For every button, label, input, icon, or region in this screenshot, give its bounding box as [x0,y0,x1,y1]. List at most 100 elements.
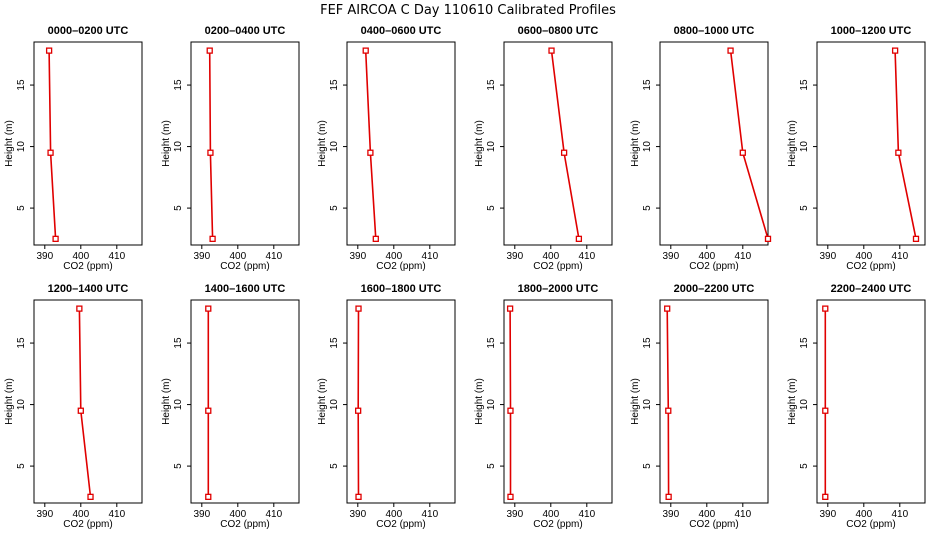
profile-point [507,493,514,500]
y-tick-label: 15 [799,337,810,349]
y-tick-label: 15 [16,79,27,91]
y-tick-label: 15 [642,79,653,91]
profile-point [355,493,362,500]
profile-point [575,235,583,242]
panel-title: 1200–1400 UTC [48,283,129,295]
x-tick-label: 410 [108,251,125,262]
y-axis-label: Height (m) [161,378,172,425]
y-tick-label: 10 [799,399,810,411]
profile-point [727,47,734,54]
profile-point [76,305,83,312]
y-axis-label: Height (m) [4,378,15,425]
x-tick-label: 410 [265,509,282,520]
profile-point [664,305,671,312]
panel-title: 1600–1800 UTC [361,283,442,295]
profile-point [355,407,362,414]
profile-point [764,235,772,242]
y-axis-label: Height (m) [474,378,485,425]
figure-title: FEF AIRCOA C Day 110610 Calibrated Profi… [320,3,616,18]
profile-point [362,47,369,54]
plot-frame [503,41,613,246]
x-axis-label: CO2 (ppm) [533,519,582,530]
x-tick-label: 400 [698,251,715,262]
panel-title: 1000–1200 UTC [831,25,912,37]
plot-frame [33,41,143,246]
panel-title: 0600–0800 UTC [518,25,599,37]
y-tick-label: 5 [486,463,497,469]
x-axis-label: CO2 (ppm) [846,519,895,530]
y-axis-label: Height (m) [317,378,328,425]
x-axis-label: CO2 (ppm) [376,519,425,530]
plot-frame [33,299,143,504]
panel-title: 0400–0600 UTC [361,25,442,37]
panel-3: 0400–0600 UTC 390 400 410 5 10 15 CO2 (ppm) Heig… [317,25,456,272]
y-tick-label: 15 [486,337,497,349]
profile-line [550,50,580,239]
profile-point [87,493,94,500]
profile-point [912,235,920,242]
y-tick-label: 10 [173,141,184,153]
y-tick-label: 5 [173,205,184,211]
y-tick-label: 10 [799,141,810,153]
x-tick-label: 400 [698,509,715,520]
profile-line [729,50,769,240]
y-tick-label: 10 [642,399,653,411]
panel-12: 2200–2400 UTC 390 400 410 5 10 15 CO2 (ppm) Heig… [787,283,926,530]
plot-frame [503,299,613,504]
panel-7: 1200–1400 UTC 390 400 410 5 10 15 CO2 (ppm) Heig… [4,283,143,530]
y-tick-label: 5 [173,463,184,469]
panel-6: 1000–1200 UTC 390 400 410 5 10 15 CO2 (ppm) Heig… [787,25,926,272]
x-tick-label: 390 [819,251,836,262]
x-tick-label: 400 [229,251,246,262]
panel-title: 0000–0200 UTC [48,25,129,37]
profile-point [207,149,214,156]
profile-point [739,149,746,156]
x-tick-label: 390 [506,251,523,262]
panel-5: 0800–1000 UTC 390 400 410 5 10 15 CO2 (ppm) Heig… [630,25,772,272]
x-tick-label: 400 [229,509,246,520]
profile-line [48,50,57,239]
x-tick-label: 390 [662,251,679,262]
x-tick-label: 390 [349,251,366,262]
y-tick-label: 10 [16,399,27,411]
profile-point [206,47,213,54]
profile-point [548,47,555,54]
y-tick-label: 15 [173,79,184,91]
profile-point [355,305,362,312]
x-tick-label: 410 [891,251,908,262]
profile-point [895,149,902,156]
x-tick-label: 390 [819,509,836,520]
profile-line [364,50,377,239]
y-axis-label: Height (m) [630,120,641,167]
x-axis-label: CO2 (ppm) [220,519,269,530]
plot-frame [190,299,300,504]
panel-title: 2000–2200 UTC [674,283,755,295]
y-tick-label: 15 [329,337,340,349]
panel-title: 1400–1600 UTC [205,283,286,295]
panel-title: 0200–0400 UTC [205,25,286,37]
y-tick-label: 15 [486,79,497,91]
x-tick-label: 400 [72,509,89,520]
x-axis-label: CO2 (ppm) [63,519,112,530]
y-tick-label: 10 [486,141,497,153]
profile-point [665,407,672,414]
y-tick-label: 5 [642,463,653,469]
profile-line [666,308,670,497]
y-tick-label: 10 [642,141,653,153]
plot-frame [659,41,769,246]
y-tick-label: 15 [642,337,653,349]
y-tick-label: 15 [799,79,810,91]
y-tick-label: 10 [16,141,27,153]
plot-frame [659,299,769,504]
x-tick-label: 410 [265,251,282,262]
profile-point [205,305,212,312]
panel-11: 2000–2200 UTC 390 400 410 5 10 15 CO2 (ppm) Heig… [630,283,769,530]
panel-2: 0200–0400 UTC 390 400 410 5 10 15 CO2 (ppm) Heig… [161,25,300,272]
x-axis-label: CO2 (ppm) [220,261,269,272]
y-tick-label: 5 [329,463,340,469]
x-tick-label: 410 [578,509,595,520]
panel-10: 1800–2000 UTC 390 400 410 5 10 15 CO2 (ppm) Heig… [474,283,613,530]
x-tick-label: 390 [36,509,53,520]
x-axis-label: CO2 (ppm) [63,261,112,272]
